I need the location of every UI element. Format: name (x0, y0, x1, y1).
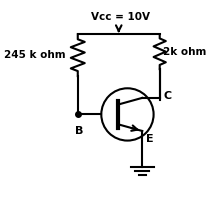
Text: Vcc = 10V: Vcc = 10V (91, 12, 150, 22)
Text: C: C (163, 91, 171, 101)
Text: E: E (146, 134, 153, 144)
Text: 2k ohm: 2k ohm (163, 47, 206, 57)
Text: B: B (75, 126, 84, 136)
Text: 245 k ohm: 245 k ohm (4, 50, 66, 60)
